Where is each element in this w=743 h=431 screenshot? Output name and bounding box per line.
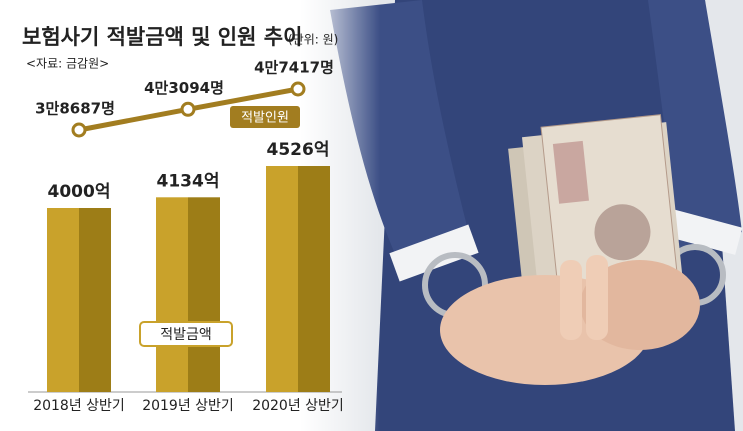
x-tick-label: 2019년 상반기 [142, 398, 234, 414]
photo-hand [580, 260, 700, 350]
line-marker [71, 122, 87, 138]
legend-box [139, 321, 233, 347]
legend-label: 적발금액 [160, 327, 212, 343]
photo-bill-portrait [594, 204, 651, 261]
photo-bill-mark [552, 140, 589, 204]
photo [300, 0, 743, 431]
line-marker [180, 101, 196, 117]
chart-title: 보험사기 적발금액 및 인원 추이 [22, 25, 302, 49]
bar [47, 208, 111, 392]
x-tick-label: 2020년 상반기 [252, 398, 344, 414]
line-marker [290, 81, 306, 97]
value-label: 4000억 [48, 182, 111, 202]
photo-cuff [665, 209, 743, 255]
chart-source: <자료: 금감원> [26, 57, 109, 71]
photo-finger [586, 255, 608, 340]
bar [156, 197, 220, 392]
legend-label: 적발인원 [241, 111, 289, 126]
chart-subtitle: (단위: 원) [288, 33, 338, 47]
value-label: 4만7417명 [254, 59, 334, 77]
legend-box [230, 106, 300, 128]
photo-sleeve [648, 0, 742, 252]
photo-cuff [389, 224, 479, 282]
value-label: 4134억 [157, 171, 220, 191]
value-label: 4526억 [267, 140, 330, 160]
bar [266, 166, 330, 392]
value-label: 4만3094명 [144, 79, 224, 97]
photo-finger [560, 260, 582, 340]
value-label: 3만8687명 [35, 100, 115, 118]
x-tick-label: 2018년 상반기 [33, 398, 125, 414]
